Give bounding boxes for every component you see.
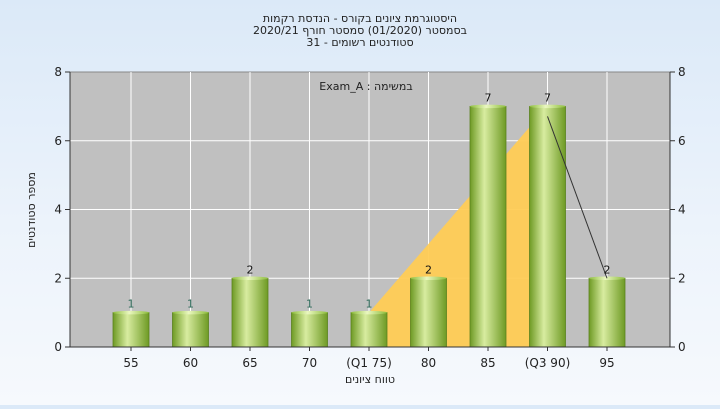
y-tick-label-left: 8 bbox=[54, 65, 62, 79]
x-tick-label-1: 60 bbox=[183, 356, 198, 370]
chart-title-line-1: היסטוגרמת ציונים בקורס - הנדסת רקמות bbox=[263, 12, 457, 25]
x-axis-label: טווח ציונים bbox=[345, 373, 395, 386]
data-label-8: 2 bbox=[604, 263, 611, 276]
data-label-6: 7 bbox=[485, 91, 492, 104]
bar-top bbox=[172, 310, 209, 315]
bar-top bbox=[529, 104, 566, 109]
x-tick-label-2: 65 bbox=[242, 356, 257, 370]
bar-top bbox=[470, 104, 506, 109]
data-label-1: 1 bbox=[187, 298, 194, 311]
y-tick-label-left: 6 bbox=[54, 134, 62, 148]
data-label-2: 2 bbox=[247, 263, 254, 276]
bar-Q390 bbox=[529, 105, 566, 348]
bar-70 bbox=[291, 312, 328, 348]
data-label-4: 1 bbox=[366, 298, 373, 311]
bar-Q175 bbox=[350, 312, 388, 348]
assignment-annotation: Exam_A : במשימה bbox=[319, 80, 412, 93]
trend-line bbox=[547, 116, 608, 279]
bar-85 bbox=[469, 105, 507, 348]
data-label-3: 1 bbox=[306, 298, 313, 311]
bar-95 bbox=[588, 277, 626, 348]
y-tick-label-right: 2 bbox=[678, 271, 686, 285]
bar-65 bbox=[231, 277, 269, 348]
bar-80 bbox=[410, 277, 447, 348]
x-tick-label-8: 95 bbox=[599, 356, 614, 370]
bar-top bbox=[351, 310, 387, 315]
y-tick-label-right: 0 bbox=[678, 340, 686, 354]
bar-top bbox=[232, 276, 268, 281]
data-label-0: 1 bbox=[128, 298, 135, 311]
bar-top bbox=[410, 276, 447, 281]
y-axis-label: מספר סטודנטים bbox=[25, 172, 38, 248]
bar-top bbox=[113, 310, 149, 315]
x-tick-label-7: (Q3 90) bbox=[525, 356, 571, 370]
bar-55 bbox=[112, 312, 150, 348]
x-tick-label-6: 85 bbox=[480, 356, 495, 370]
y-tick-label-right: 8 bbox=[678, 65, 686, 79]
data-label-7: 7 bbox=[544, 91, 551, 104]
x-tick-label-0: 55 bbox=[123, 356, 138, 370]
chart-title-line-2: בסמסטר (01/2020) סמסטר חורף 2020/21 bbox=[253, 24, 467, 37]
x-tick-label-4: (Q1 75) bbox=[346, 356, 392, 370]
y-tick-label-left: 0 bbox=[54, 340, 62, 354]
chart-title-line-3: סטודנטים רשומים - 31 bbox=[306, 36, 413, 49]
bar-top bbox=[291, 310, 328, 315]
y-tick-label-right: 4 bbox=[678, 203, 686, 217]
y-tick-label-left: 4 bbox=[54, 203, 62, 217]
bar-60 bbox=[172, 312, 209, 348]
y-tick-label-left: 2 bbox=[54, 271, 62, 285]
data-label-5: 2 bbox=[425, 263, 432, 276]
y-tick-label-right: 6 bbox=[678, 134, 686, 148]
x-tick-label-3: 70 bbox=[302, 356, 317, 370]
x-tick-label-5: 80 bbox=[421, 356, 436, 370]
